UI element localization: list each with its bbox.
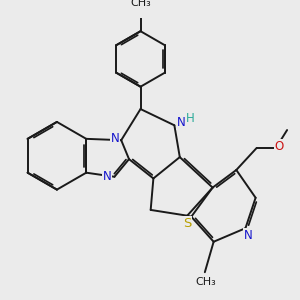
Text: N: N — [244, 229, 253, 242]
Text: CH₃: CH₃ — [196, 278, 217, 287]
Text: N: N — [103, 170, 111, 183]
Text: S: S — [183, 217, 191, 230]
Text: CH₃: CH₃ — [130, 0, 151, 8]
Text: N: N — [111, 132, 119, 145]
Text: N: N — [177, 116, 185, 129]
Text: O: O — [275, 140, 284, 153]
Text: H: H — [186, 112, 195, 125]
